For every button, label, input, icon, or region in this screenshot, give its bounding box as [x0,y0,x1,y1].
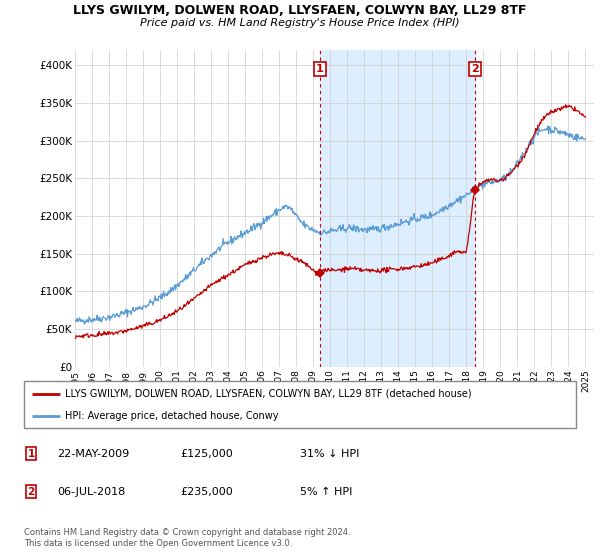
Bar [320,50,475,367]
Text: 1: 1 [28,449,35,459]
Text: 22-MAY-2009: 22-MAY-2009 [57,449,129,459]
Text: 06-JUL-2018: 06-JUL-2018 [57,487,125,497]
Text: HPI: Average price, detached house, Conwy: HPI: Average price, detached house, Conw… [65,410,279,421]
Text: 2: 2 [28,487,35,497]
Text: 31% ↓ HPI: 31% ↓ HPI [300,449,359,459]
Text: 2: 2 [471,64,479,74]
Text: 1: 1 [316,64,324,74]
Text: LLYS GWILYM, DOLWEN ROAD, LLYSFAEN, COLWYN BAY, LL29 8TF: LLYS GWILYM, DOLWEN ROAD, LLYSFAEN, COLW… [73,4,527,17]
Text: £125,000: £125,000 [180,449,233,459]
Text: Price paid vs. HM Land Registry's House Price Index (HPI): Price paid vs. HM Land Registry's House … [140,18,460,28]
Text: LLYS GWILYM, DOLWEN ROAD, LLYSFAEN, COLWYN BAY, LL29 8TF (detached house): LLYS GWILYM, DOLWEN ROAD, LLYSFAEN, COLW… [65,389,472,399]
Text: Contains HM Land Registry data © Crown copyright and database right 2024.
This d: Contains HM Land Registry data © Crown c… [24,528,350,548]
Text: 5% ↑ HPI: 5% ↑ HPI [300,487,352,497]
Text: £235,000: £235,000 [180,487,233,497]
